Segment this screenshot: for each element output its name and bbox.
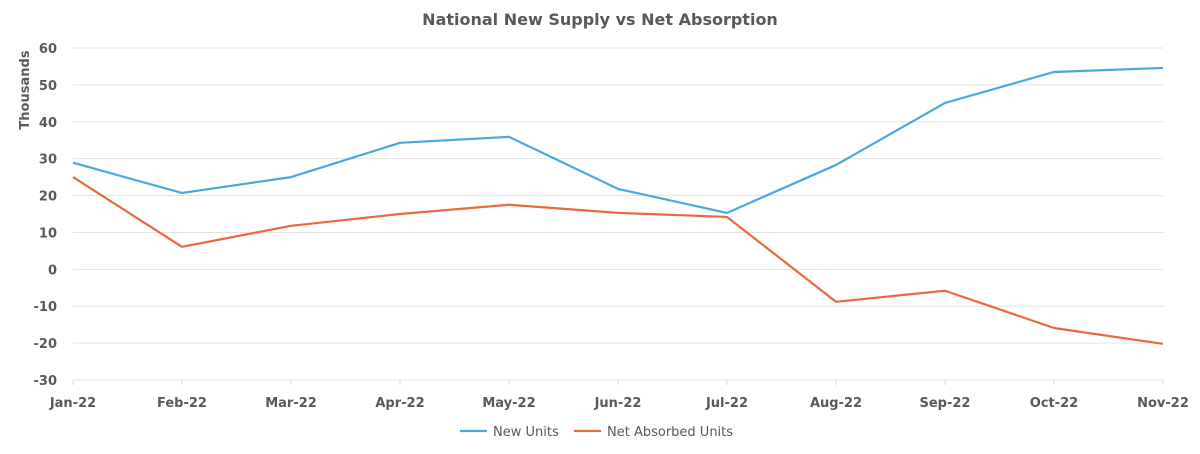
- x-tick-label: Feb-22: [157, 396, 207, 411]
- x-tick-label: Jan-22: [49, 396, 96, 411]
- x-tick-label: Mar-22: [265, 396, 317, 411]
- x-tick-label: Jun-22: [594, 396, 642, 411]
- x-tick-label: Jul-22: [705, 396, 748, 411]
- series-line-1: [73, 177, 1163, 344]
- y-tick-label: 20: [39, 190, 57, 205]
- x-tick-label: Sep-22: [920, 396, 971, 411]
- y-tick-label: -20: [34, 337, 58, 352]
- series-line-0: [73, 68, 1163, 213]
- x-tick-label: Oct-22: [1030, 396, 1078, 411]
- y-axis-label: Thousands: [18, 50, 33, 129]
- y-tick-label: -30: [34, 374, 58, 389]
- y-tick-label: 10: [39, 226, 57, 241]
- x-tick-label: Aug-22: [810, 396, 862, 411]
- y-tick-label: 30: [39, 153, 57, 168]
- y-tick-label: -10: [34, 300, 58, 315]
- x-tick-label: Apr-22: [375, 396, 424, 411]
- legend-label: Net Absorbed Units: [607, 425, 733, 440]
- x-tick-label: May-22: [482, 396, 535, 411]
- y-tick-label: 60: [39, 42, 57, 57]
- y-tick-label: 0: [48, 263, 57, 278]
- chart-title: National New Supply vs Net Absorption: [422, 10, 778, 29]
- x-tick-label: Nov-22: [1137, 396, 1189, 411]
- y-tick-label: 50: [39, 79, 57, 94]
- y-tick-label: 40: [39, 116, 57, 131]
- legend-label: New Units: [493, 425, 559, 440]
